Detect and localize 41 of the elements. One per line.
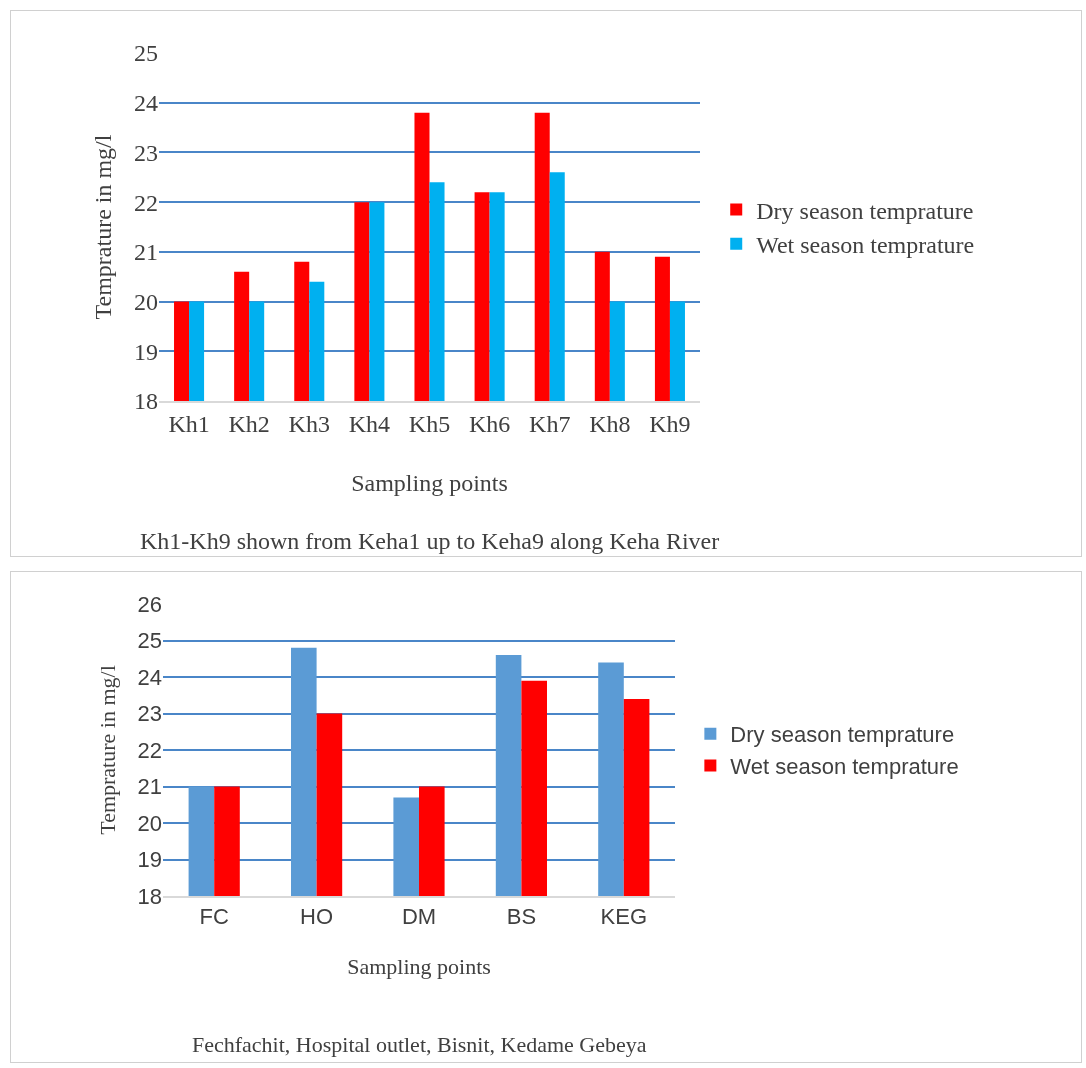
x-tick-label: Kh9 bbox=[649, 410, 691, 437]
y-tick-label: 26 bbox=[137, 591, 162, 617]
y-tick-label: 22 bbox=[137, 737, 162, 763]
y-tick-label: 24 bbox=[134, 90, 158, 117]
x-tick-label: BS bbox=[506, 904, 537, 930]
x-tick-label: KEG bbox=[600, 904, 648, 930]
x-tick-label: Kh2 bbox=[228, 410, 270, 437]
x-tick-label: HO bbox=[300, 904, 334, 930]
y-tick-label: 19 bbox=[134, 338, 158, 365]
legend-label: Wet season temprature bbox=[730, 753, 959, 779]
y-axis-title: Temprature in mg/l bbox=[95, 665, 121, 835]
x-tick-label: Kh4 bbox=[348, 410, 391, 437]
y-tick-label: 23 bbox=[134, 139, 158, 166]
y-tick-label: 21 bbox=[134, 239, 158, 266]
legend-label: Dry season temprature bbox=[730, 722, 955, 748]
y-tick-label: 18 bbox=[134, 388, 158, 415]
x-tick-label: Kh7 bbox=[529, 410, 571, 437]
y-tick-label: 22 bbox=[134, 189, 158, 216]
text: Fechfachit, Hospital outlet, Bisnit, Kedame Gebeya bbox=[192, 1032, 647, 1057]
y-tick-label: 25 bbox=[134, 40, 158, 67]
x-tick-label: FC bbox=[199, 904, 229, 930]
text: Kh1-Kh9 shown from Keha1 up to Keha9 along Keha River bbox=[140, 528, 720, 554]
y-axis-title: Temprature in mg/l bbox=[90, 134, 117, 320]
y-tick-label: 24 bbox=[137, 664, 162, 690]
y-tick-label: 21 bbox=[137, 774, 162, 800]
x-tick-label: Kh5 bbox=[408, 410, 451, 437]
y-tick-label: 25 bbox=[137, 628, 162, 654]
legend-label: Wet season temprature bbox=[756, 232, 975, 259]
x-axis-title: Sampling points bbox=[347, 953, 491, 979]
x-tick-label: Kh3 bbox=[288, 410, 330, 437]
x-axis-title: Sampling points bbox=[351, 469, 508, 496]
legend-label: Dry season temprature bbox=[756, 197, 974, 224]
y-tick-label: 20 bbox=[137, 810, 162, 836]
y-tick-label: 18 bbox=[137, 883, 162, 909]
x-tick-label: Kh1 bbox=[168, 410, 210, 437]
y-tick-label: 19 bbox=[137, 847, 162, 873]
x-tick-label: Kh8 bbox=[589, 410, 631, 437]
y-tick-label: 20 bbox=[134, 288, 158, 315]
y-tick-label: 23 bbox=[137, 701, 162, 727]
x-tick-label: DM bbox=[401, 904, 437, 930]
x-tick-label: Kh6 bbox=[468, 410, 511, 437]
